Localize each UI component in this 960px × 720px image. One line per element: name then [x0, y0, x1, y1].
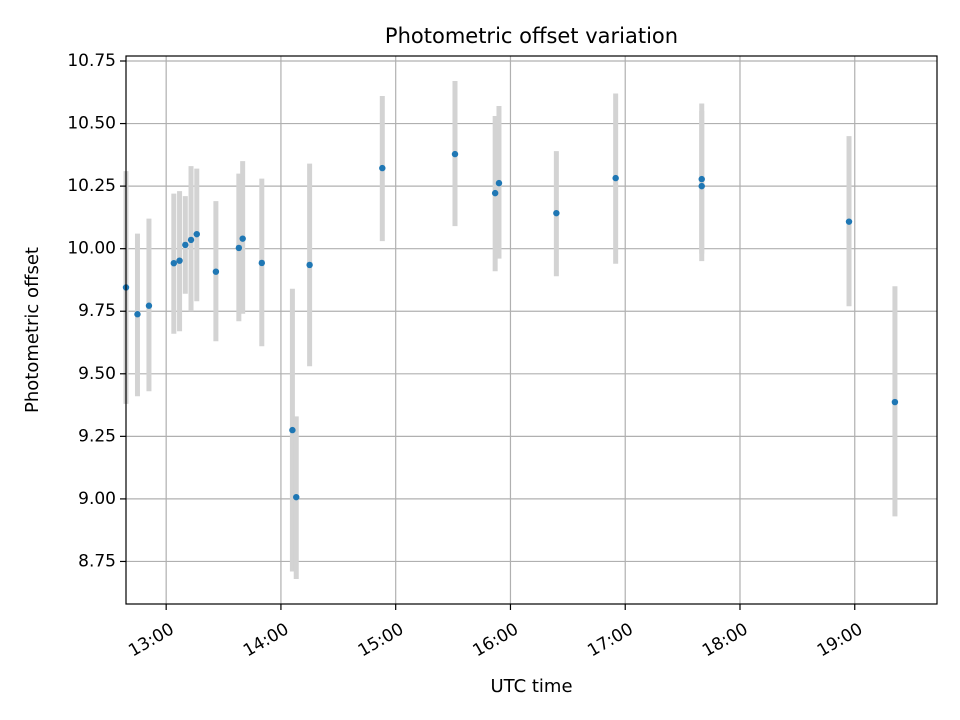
- data-points: [122, 150, 899, 501]
- data-point: [891, 398, 899, 406]
- data-point: [182, 241, 189, 249]
- data-point: [451, 150, 459, 158]
- data-point: [379, 164, 386, 172]
- data-point: [170, 259, 178, 267]
- y-tick-label: 9.00: [78, 489, 116, 509]
- y-tick-label: 10.50: [67, 114, 116, 134]
- data-point: [235, 244, 243, 252]
- data-point: [193, 230, 200, 238]
- data-point: [134, 311, 141, 318]
- data-point: [289, 426, 296, 434]
- plot-frame: [125, 55, 938, 605]
- y-tick-label: 10.25: [67, 176, 116, 196]
- data-point: [495, 179, 503, 187]
- y-tick-label: 9.25: [78, 426, 116, 446]
- y-tick-label: 8.75: [78, 551, 116, 571]
- y-axis-title: Photometric offset: [22, 247, 43, 413]
- y-tick-label: 9.50: [78, 364, 116, 384]
- data-point: [612, 174, 619, 182]
- data-point: [212, 268, 220, 275]
- y-tick-label: 9.75: [78, 301, 116, 321]
- data-point: [187, 236, 195, 244]
- data-point: [553, 209, 560, 217]
- data-point: [293, 493, 300, 501]
- x-axis-title: UTC time: [490, 676, 572, 697]
- data-point: [491, 189, 499, 197]
- data-point: [306, 261, 313, 269]
- data-point: [176, 257, 183, 264]
- data-point: [258, 259, 266, 267]
- data-point: [698, 175, 705, 183]
- chart-title: Photometric offset variation: [385, 24, 678, 48]
- data-point: [845, 218, 853, 225]
- y-tick-label: 10.00: [67, 239, 116, 259]
- data-point: [698, 182, 705, 190]
- data-point: [145, 302, 153, 309]
- y-tick-label: 10.75: [67, 51, 116, 71]
- data-point: [239, 235, 246, 242]
